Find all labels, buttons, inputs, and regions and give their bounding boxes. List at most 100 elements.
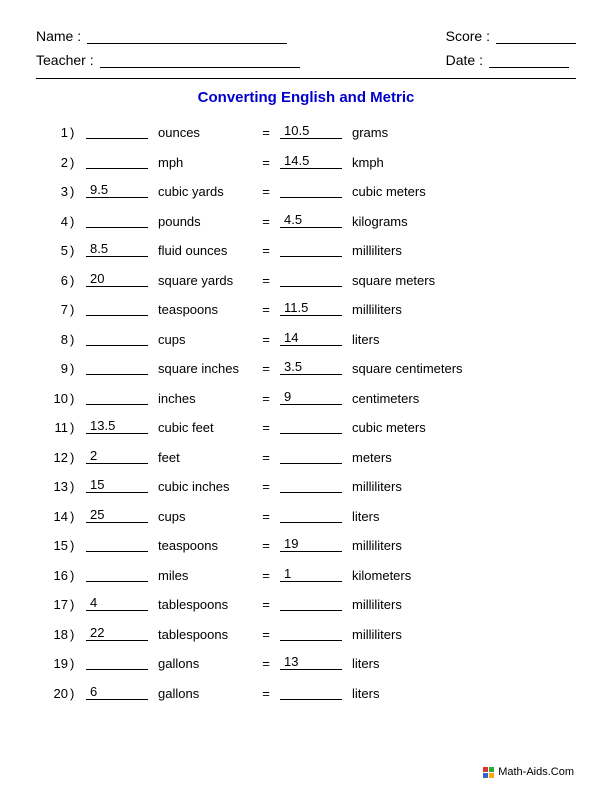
problem-row: 7) teaspoons= 11.5 milliliters <box>42 301 576 316</box>
problem-number: 7 <box>42 303 70 316</box>
left-value-blank[interactable] <box>86 655 148 670</box>
paren: ) <box>70 598 82 611</box>
left-value-blank[interactable] <box>86 154 148 169</box>
equals-sign: = <box>256 628 276 641</box>
paren: ) <box>70 303 82 316</box>
paren: ) <box>70 333 82 346</box>
left-value-blank[interactable]: 22 <box>86 626 148 641</box>
paren: ) <box>70 480 82 493</box>
left-value-blank[interactable]: 15 <box>86 478 148 493</box>
problem-number: 15 <box>42 539 70 552</box>
problem-row: 4)pounds=4.5kilograms <box>42 213 576 228</box>
problem-number: 10 <box>42 392 70 405</box>
problem-row: 15)teaspoons=19milliliters <box>42 537 576 552</box>
equals-sign: = <box>256 362 276 375</box>
problem-row: 14)25cups=liters <box>42 508 576 523</box>
left-value-blank[interactable]: 25 <box>86 508 148 523</box>
problem-number: 13 <box>42 480 70 493</box>
date-input-line[interactable] <box>489 52 569 68</box>
right-value-blank[interactable] <box>280 183 342 198</box>
right-unit: liters <box>346 687 379 700</box>
left-unit: gallons <box>152 687 256 700</box>
right-unit: liters <box>346 657 379 670</box>
right-unit: milliliters <box>346 303 402 316</box>
problem-number: 3 <box>42 185 70 198</box>
left-unit: ounces <box>152 126 256 139</box>
problem-number: 9 <box>42 362 70 375</box>
problem-row: 19)gallons=13liters <box>42 655 576 670</box>
paren: ) <box>70 126 82 139</box>
equals-sign: = <box>256 451 276 464</box>
right-value-blank[interactable]: 1 <box>280 567 342 582</box>
equals-sign: = <box>256 303 276 316</box>
paren: ) <box>70 657 82 670</box>
footer-text: Math-Aids.Com <box>498 766 574 778</box>
right-value-blank[interactable] <box>280 478 342 493</box>
problem-row: 6)20square yards=square meters <box>42 272 576 287</box>
right-value-blank[interactable]: 4.5 <box>280 213 342 228</box>
problem-number: 11 <box>42 421 70 434</box>
equals-sign: = <box>256 126 276 139</box>
right-value-blank[interactable]: 10.5 <box>280 124 342 139</box>
right-value-blank[interactable]: 19 <box>280 537 342 552</box>
equals-sign: = <box>256 185 276 198</box>
right-value-blank[interactable] <box>280 272 342 287</box>
worksheet-title: Converting English and Metric <box>36 89 576 106</box>
right-unit: milliliters <box>346 539 402 552</box>
right-value-blank[interactable]: 3.5 <box>280 360 342 375</box>
left-unit: cubic yards <box>152 185 256 198</box>
paren: ) <box>70 244 82 257</box>
left-unit: cups <box>152 510 256 523</box>
left-value-blank[interactable]: 9.5 <box>86 183 148 198</box>
problem-row: 5)8.5fluid ounces=milliliters <box>42 242 576 257</box>
right-value-blank[interactable] <box>280 419 342 434</box>
header-left: Name : Teacher : <box>36 28 300 68</box>
left-value-blank[interactable] <box>86 301 148 316</box>
problem-number: 20 <box>42 687 70 700</box>
right-value-blank[interactable]: 11.5 <box>280 301 342 316</box>
equals-sign: = <box>256 392 276 405</box>
left-value-blank[interactable]: 20 <box>86 272 148 287</box>
equals-sign: = <box>256 510 276 523</box>
left-unit: teaspoons <box>152 303 256 316</box>
right-value-blank[interactable]: 14 <box>280 331 342 346</box>
right-value-blank[interactable]: 9 <box>280 390 342 405</box>
problem-number: 8 <box>42 333 70 346</box>
problem-row: 9)square inches=3.5square centimeters <box>42 360 576 375</box>
problem-row: 3)9.5cubic yards=cubic meters <box>42 183 576 198</box>
worksheet-page: Name : Teacher : Score : Date : Converti… <box>0 0 612 792</box>
right-value-blank[interactable] <box>280 449 342 464</box>
left-value-blank[interactable] <box>86 331 148 346</box>
left-value-blank[interactable] <box>86 537 148 552</box>
left-value-blank[interactable] <box>86 124 148 139</box>
left-unit: teaspoons <box>152 539 256 552</box>
right-value-blank[interactable] <box>280 508 342 523</box>
right-value-blank[interactable]: 14.5 <box>280 154 342 169</box>
math-aids-logo-icon <box>483 767 494 778</box>
teacher-input-line[interactable] <box>100 52 300 68</box>
problem-row: 18)22tablespoons=milliliters <box>42 626 576 641</box>
left-value-blank[interactable]: 8.5 <box>86 242 148 257</box>
left-value-blank[interactable] <box>86 390 148 405</box>
left-unit: pounds <box>152 215 256 228</box>
left-value-blank[interactable]: 13.5 <box>86 419 148 434</box>
name-input-line[interactable] <box>87 28 287 44</box>
right-unit: kilograms <box>346 215 408 228</box>
left-value-blank[interactable]: 4 <box>86 596 148 611</box>
problem-list: 1)ounces=10.5grams2)mph=14.5kmph3)9.5cub… <box>36 124 576 700</box>
right-value-blank[interactable] <box>280 685 342 700</box>
score-label: Score : <box>446 28 490 44</box>
right-value-blank[interactable] <box>280 242 342 257</box>
name-label: Name : <box>36 28 81 44</box>
left-value-blank[interactable]: 2 <box>86 449 148 464</box>
left-value-blank[interactable] <box>86 360 148 375</box>
left-value-blank[interactable] <box>86 213 148 228</box>
score-input-line[interactable] <box>496 28 576 44</box>
right-unit: milliliters <box>346 244 402 257</box>
right-value-blank[interactable]: 13 <box>280 655 342 670</box>
right-value-blank[interactable] <box>280 596 342 611</box>
right-value-blank[interactable] <box>280 626 342 641</box>
left-value-blank[interactable]: 6 <box>86 685 148 700</box>
left-value-blank[interactable] <box>86 567 148 582</box>
problem-number: 5 <box>42 244 70 257</box>
